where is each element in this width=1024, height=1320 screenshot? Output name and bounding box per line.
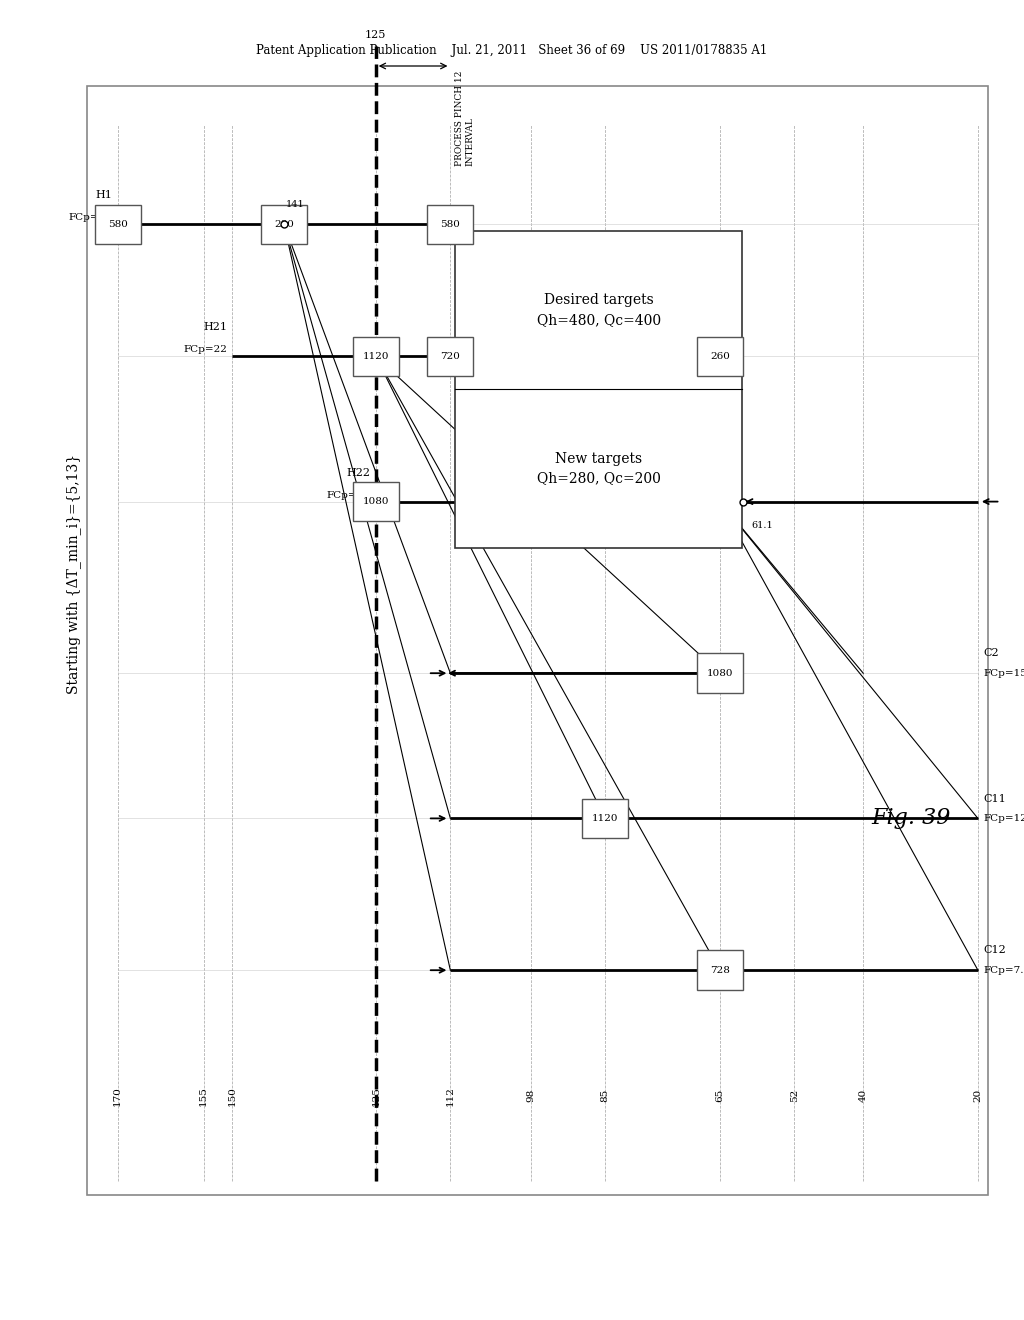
Text: 98: 98	[526, 1089, 536, 1102]
Text: 40: 40	[859, 1089, 867, 1102]
Text: C12: C12	[983, 945, 1006, 956]
Text: PROCESS PINCH 12
INTERVAL: PROCESS PINCH 12 INTERVAL	[456, 71, 475, 166]
Text: 125: 125	[366, 29, 386, 40]
Text: 720: 720	[440, 352, 461, 360]
Text: 85: 85	[601, 1089, 609, 1102]
Text: 61.1: 61.1	[751, 521, 773, 529]
FancyBboxPatch shape	[696, 337, 743, 376]
Text: 580: 580	[108, 220, 128, 228]
Text: FCp=15: FCp=15	[983, 669, 1024, 677]
Text: New targets
Qh=280, Qc=200: New targets Qh=280, Qc=200	[537, 451, 660, 486]
Text: 1080: 1080	[362, 498, 389, 506]
Text: 65: 65	[716, 1089, 724, 1102]
Text: 112: 112	[445, 1085, 455, 1106]
Text: 260: 260	[710, 352, 730, 360]
Text: 728: 728	[710, 966, 730, 974]
Text: H1: H1	[96, 190, 113, 201]
Text: 1080: 1080	[707, 669, 733, 677]
Text: 1120: 1120	[362, 352, 389, 360]
Text: C11: C11	[983, 793, 1006, 804]
Text: Patent Application Publication    Jul. 21, 2011   Sheet 36 of 69    US 2011/0178: Patent Application Publication Jul. 21, …	[256, 44, 768, 57]
Text: 20: 20	[974, 1089, 982, 1102]
Text: Desired targets
Qh=480, Qc=400: Desired targets Qh=480, Qc=400	[537, 293, 660, 327]
Text: FCp=22: FCp=22	[183, 346, 227, 354]
FancyBboxPatch shape	[696, 950, 743, 990]
FancyBboxPatch shape	[427, 337, 473, 376]
Text: Fig. 39: Fig. 39	[871, 808, 951, 829]
FancyBboxPatch shape	[261, 205, 307, 244]
Text: 580: 580	[440, 220, 461, 228]
FancyBboxPatch shape	[352, 337, 398, 376]
Text: 280: 280	[274, 220, 294, 228]
FancyBboxPatch shape	[352, 482, 398, 521]
Text: 155: 155	[200, 1085, 208, 1106]
Text: 125: 125	[372, 1085, 380, 1106]
Text: FCp=12.174: FCp=12.174	[983, 814, 1024, 822]
Text: 150: 150	[228, 1085, 237, 1106]
FancyBboxPatch shape	[696, 653, 743, 693]
Text: FCp=18: FCp=18	[327, 491, 371, 499]
Text: 1120: 1120	[592, 814, 618, 822]
FancyBboxPatch shape	[456, 231, 742, 548]
Text: H21: H21	[204, 322, 227, 333]
FancyBboxPatch shape	[94, 205, 141, 244]
Text: 170: 170	[114, 1085, 122, 1106]
Text: Starting with {ΔT_min_i}={5,13}: Starting with {ΔT_min_i}={5,13}	[67, 454, 81, 694]
Text: H22: H22	[347, 467, 371, 478]
FancyBboxPatch shape	[582, 799, 629, 838]
Text: 141: 141	[286, 201, 305, 209]
Text: FCp=7.826: FCp=7.826	[983, 966, 1024, 974]
Text: FCp=10: FCp=10	[69, 214, 113, 222]
Text: 52: 52	[790, 1089, 799, 1102]
Text: C2: C2	[983, 648, 998, 659]
FancyBboxPatch shape	[427, 205, 473, 244]
